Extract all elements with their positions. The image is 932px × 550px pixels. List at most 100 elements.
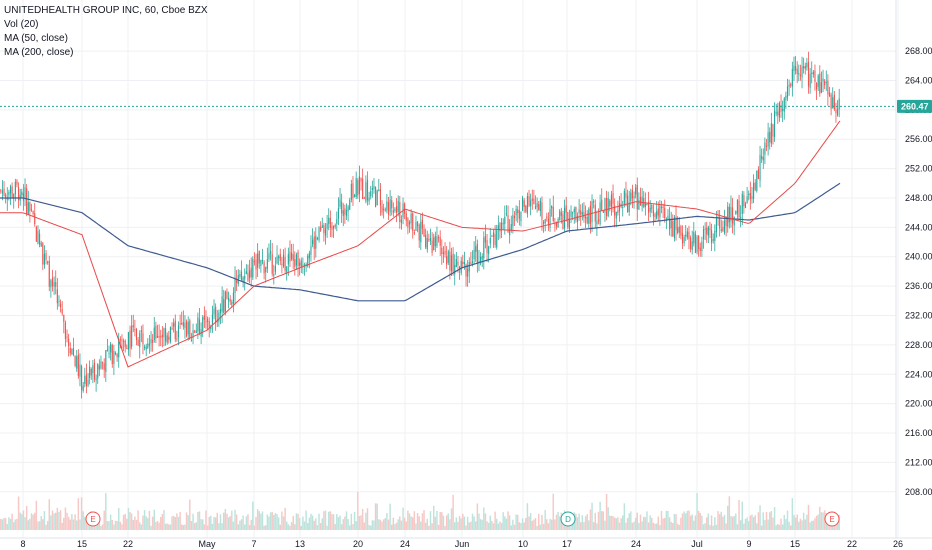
candle-body	[554, 222, 556, 225]
candle-body	[147, 343, 149, 348]
volume-bar	[360, 515, 362, 530]
earnings-marker[interactable]	[85, 511, 101, 527]
dividend-marker[interactable]	[560, 511, 576, 527]
candle-body	[219, 308, 222, 314]
candle-body	[586, 216, 588, 224]
candle-body	[263, 261, 265, 274]
volume-bar	[491, 520, 493, 530]
candle-body	[211, 314, 213, 325]
candle-body	[638, 199, 640, 210]
candle-body	[515, 208, 517, 216]
candle-body	[623, 190, 625, 206]
volume-bar	[686, 510, 689, 530]
candle-body	[639, 197, 642, 206]
volume-bar	[428, 525, 430, 530]
volume-bar	[252, 501, 254, 530]
candle-body	[433, 237, 435, 251]
volume-bar	[630, 511, 632, 530]
time-tick-label: 9	[746, 539, 751, 549]
candle-body	[257, 253, 259, 268]
volume-bar	[334, 524, 336, 530]
volume-bar	[100, 525, 102, 530]
candle-body	[255, 259, 257, 270]
candle-body	[602, 211, 604, 213]
volume-bar	[56, 507, 59, 530]
volume-bar	[126, 518, 128, 530]
price-axis[interactable]: 268.00264.00260.00256.00252.00248.00244.…	[905, 46, 932, 497]
candle-body	[43, 253, 45, 265]
volume-bar	[796, 514, 798, 530]
volume-bar	[641, 521, 643, 530]
candle-body	[323, 224, 325, 234]
volume-bar	[58, 511, 60, 530]
volume-bar	[790, 525, 792, 530]
candle-body	[93, 362, 96, 380]
candle-body	[239, 274, 241, 277]
volume-bar	[802, 512, 805, 530]
candle-body	[528, 196, 530, 206]
candle-body	[291, 252, 293, 260]
volume-bar	[221, 523, 223, 530]
volume-bar	[69, 519, 71, 530]
candle-body	[501, 222, 503, 230]
volume-bar	[87, 519, 89, 530]
candle-body	[181, 323, 183, 325]
candle-body	[694, 233, 696, 253]
volume-bar	[817, 514, 819, 530]
volume-bar	[725, 523, 727, 530]
volume-bar	[381, 521, 383, 530]
candle-body	[442, 252, 444, 254]
volume-bar	[783, 514, 785, 530]
candle-body	[39, 233, 41, 245]
candle-body	[704, 228, 706, 230]
volume-bar	[357, 491, 359, 530]
earnings-marker[interactable]	[824, 511, 840, 527]
volume-bar	[77, 498, 80, 530]
candle-body	[630, 192, 632, 202]
volume-bar	[773, 507, 776, 530]
candle-body	[350, 184, 352, 200]
volume-bar	[786, 510, 789, 530]
candle-body	[384, 209, 386, 211]
volume-bar	[471, 513, 474, 530]
candle-body	[580, 210, 582, 215]
candle-body	[27, 202, 29, 216]
ma50-indicator-label[interactable]: MA (50, close)	[4, 33, 68, 44]
candle-body	[113, 351, 115, 364]
candle-body	[77, 354, 79, 377]
candle-body	[90, 369, 92, 376]
candles[interactable]	[0, 51, 840, 399]
volume-bar	[612, 516, 614, 530]
symbol-title[interactable]: UNITEDHEALTH GROUP INC, 60, Cboe BZX	[4, 5, 208, 16]
volume-bar	[24, 517, 26, 530]
volume-bar	[277, 517, 280, 530]
candle-body	[497, 225, 499, 230]
candle-body	[438, 237, 440, 239]
volume-bar	[308, 517, 311, 530]
volume-bar	[458, 516, 461, 530]
volume-bar	[660, 510, 663, 530]
candle-body	[420, 221, 422, 243]
volume-bar	[76, 520, 78, 530]
candle-body	[87, 379, 89, 386]
volume-bar	[778, 524, 781, 530]
ma200-indicator-label[interactable]: MA (200, close)	[4, 47, 74, 58]
volume-indicator-label[interactable]: Vol (20)	[4, 19, 39, 30]
volume-bar	[370, 525, 372, 530]
candle-body	[652, 210, 654, 217]
volume-bar	[313, 520, 315, 530]
volume-bar	[838, 514, 840, 530]
candle-body	[835, 109, 837, 114]
volume-bar	[392, 517, 395, 530]
price-tick-label: 244.00	[905, 222, 932, 232]
candle-body	[827, 80, 829, 95]
volume-bar	[109, 514, 112, 530]
candle-body	[103, 363, 105, 371]
volume-bar	[113, 524, 115, 530]
volume-bar	[733, 515, 735, 530]
time-axis[interactable]: 8 15 22 May 7 13 20 24 Jun 10 17 24 Jul 9 15 22 26	[20, 539, 903, 549]
candle-body	[765, 145, 768, 147]
volume-bar	[584, 516, 587, 530]
